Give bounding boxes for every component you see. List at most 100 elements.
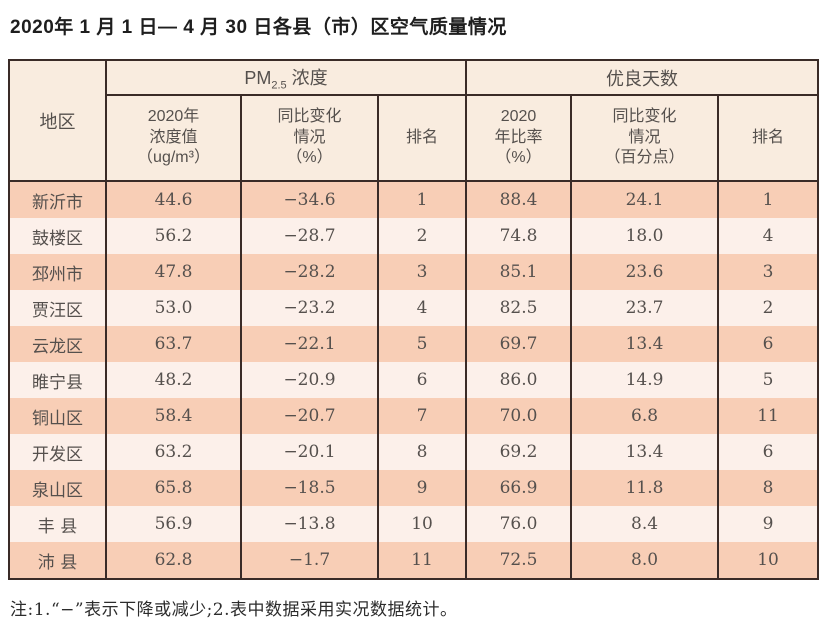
region-cell: 铜山区 <box>8 398 106 434</box>
days-rank-cell: 6 <box>717 434 819 470</box>
days-ratio-cell: 69.2 <box>465 434 572 470</box>
region-cell: 邳州市 <box>8 254 106 290</box>
region-cell: 鼓楼区 <box>8 218 106 254</box>
days-change-cell: 24.1 <box>570 181 719 218</box>
table-header: 地区 PM2.5 浓度 优良天数 2020年 浓度值 （ug/m³） 同比变化 情… <box>8 60 819 182</box>
pm-conc-cell: 65.8 <box>105 470 241 506</box>
days-change-cell: 18.0 <box>570 218 719 254</box>
region-cell: 云龙区 <box>8 326 106 362</box>
page-title: 2020年 1 月 1 日— 4 月 30 日各县（市）区空气质量情况 <box>10 17 507 38</box>
days-change-cell: 13.4 <box>570 434 719 470</box>
days-change-cell: 6.8 <box>570 398 719 434</box>
table-row: 邳州市 47.8 −28.2 3 85.1 23.6 3 <box>8 254 819 290</box>
pm-change-cell: −22.1 <box>240 326 378 362</box>
days-ratio-cell: 69.7 <box>465 326 572 362</box>
days-rank-cell: 4 <box>717 218 819 254</box>
header-days-rank: 排名 <box>717 95 819 182</box>
days-ratio-cell: 85.1 <box>465 254 572 290</box>
days-change-cell: 8.0 <box>570 542 719 579</box>
region-cell: 睢宁县 <box>8 362 106 398</box>
days-change-cell: 13.4 <box>570 326 719 362</box>
days-ratio-cell: 76.0 <box>465 506 572 542</box>
days-rank-cell: 6 <box>717 326 819 362</box>
pm-rank-cell: 4 <box>376 290 467 326</box>
pm-conc-cell: 56.9 <box>105 506 241 542</box>
days-rank-cell: 8 <box>717 470 819 506</box>
region-cell: 开发区 <box>8 434 106 470</box>
pm-conc-cell: 56.2 <box>105 218 241 254</box>
table-row: 鼓楼区 56.2 −28.7 2 74.8 18.0 4 <box>8 218 819 254</box>
group-header-row: 地区 PM2.5 浓度 优良天数 <box>8 60 819 182</box>
pm-change-cell: −23.2 <box>240 290 378 326</box>
sub-header-row: 2020年 浓度值 （ug/m³） 同比变化 情况 （%） 排名 2020 年比… <box>9 95 819 182</box>
days-rank-cell: 10 <box>717 542 819 579</box>
table-row: 贾汪区 53.0 −23.2 4 82.5 23.7 2 <box>8 290 819 326</box>
pm-change-cell: −18.5 <box>240 470 378 506</box>
pm-conc-cell: 44.6 <box>105 181 241 218</box>
days-ratio-cell: 70.0 <box>465 398 572 434</box>
table-row: 开发区 63.2 −20.1 8 69.2 13.4 6 <box>8 434 819 470</box>
days-ratio-cell: 66.9 <box>465 470 572 506</box>
region-cell: 新沂市 <box>8 181 106 218</box>
pm-change-cell: −20.1 <box>240 434 378 470</box>
days-rank-cell: 11 <box>717 398 819 434</box>
table-row: 丰 县 56.9 −13.8 10 76.0 8.4 9 <box>8 506 819 542</box>
pm-rank-cell: 1 <box>376 181 467 218</box>
table-row: 新沂市 44.6 −34.6 1 88.4 24.1 1 <box>8 181 819 218</box>
region-cell: 贾汪区 <box>8 290 106 326</box>
pm-conc-cell: 48.2 <box>105 362 241 398</box>
table-body: 新沂市 44.6 −34.6 1 88.4 24.1 1 鼓楼区 56.2 −2… <box>8 181 819 579</box>
pm-rank-cell: 6 <box>376 362 467 398</box>
header-days-group: 优良天数 <box>465 60 819 96</box>
table-row: 睢宁县 48.2 −20.9 6 86.0 14.9 5 <box>8 362 819 398</box>
footnote: 注:1.“−”表示下降或减少;2.表中数据采用实况数据统计。 <box>10 600 458 620</box>
pm-rank-cell: 8 <box>376 434 467 470</box>
days-rank-cell: 2 <box>717 290 819 326</box>
days-change-cell: 14.9 <box>570 362 719 398</box>
days-change-cell: 11.8 <box>570 470 719 506</box>
table-row: 沛 县 62.8 −1.7 11 72.5 8.0 10 <box>8 542 819 579</box>
pm-change-cell: −1.7 <box>240 542 378 579</box>
pm-rank-cell: 9 <box>376 470 467 506</box>
pm-rank-cell: 3 <box>376 254 467 290</box>
pm-rank-cell: 7 <box>376 398 467 434</box>
table-row: 泉山区 65.8 −18.5 9 66.9 11.8 8 <box>8 470 819 506</box>
days-change-cell: 8.4 <box>570 506 719 542</box>
region-cell: 泉山区 <box>8 470 106 506</box>
pm-conc-cell: 58.4 <box>105 398 241 434</box>
region-cell: 丰 县 <box>8 506 106 542</box>
pm-change-cell: −13.8 <box>240 506 378 542</box>
days-ratio-cell: 88.4 <box>465 181 572 218</box>
header-concentration: 2020年 浓度值 （ug/m³） <box>105 95 241 182</box>
days-rank-cell: 9 <box>717 506 819 542</box>
pm-concentration-label: 浓度 <box>291 67 328 88</box>
pm-conc-cell: 47.8 <box>105 254 241 290</box>
pm-change-cell: −20.7 <box>240 398 378 434</box>
pm-conc-cell: 63.2 <box>105 434 241 470</box>
pm-subscript: 2.5 <box>271 79 287 92</box>
days-ratio-cell: 82.5 <box>465 290 572 326</box>
pm-change-cell: −28.7 <box>240 218 378 254</box>
air-quality-table: 地区 PM2.5 浓度 优良天数 2020年 浓度值 （ug/m³） 同比变化 情… <box>8 59 820 580</box>
pm-rank-cell: 2 <box>376 218 467 254</box>
pm-rank-cell: 10 <box>376 506 467 542</box>
days-ratio-cell: 74.8 <box>465 218 572 254</box>
header-days-change: 同比变化 情况 （百分点） <box>570 95 719 182</box>
header-pm-group: PM2.5 浓度 <box>104 60 467 96</box>
days-rank-cell: 1 <box>717 181 819 218</box>
pm-conc-cell: 63.7 <box>105 326 241 362</box>
days-ratio-cell: 86.0 <box>465 362 572 398</box>
pm-rank-cell: 11 <box>376 542 467 579</box>
days-change-cell: 23.6 <box>570 254 719 290</box>
header-pm-change: 同比变化 情况 （%） <box>240 95 378 182</box>
pm-conc-cell: 62.8 <box>105 542 241 579</box>
days-change-cell: 23.7 <box>570 290 719 326</box>
header-ratio: 2020 年比率 （%） <box>465 95 572 182</box>
days-rank-cell: 3 <box>717 254 819 290</box>
header-region: 地区 <box>8 60 106 182</box>
days-ratio-cell: 72.5 <box>465 542 572 579</box>
pm-change-cell: −20.9 <box>240 362 378 398</box>
table-row: 铜山区 58.4 −20.7 7 70.0 6.8 11 <box>8 398 819 434</box>
pm-label: PM <box>244 67 272 88</box>
